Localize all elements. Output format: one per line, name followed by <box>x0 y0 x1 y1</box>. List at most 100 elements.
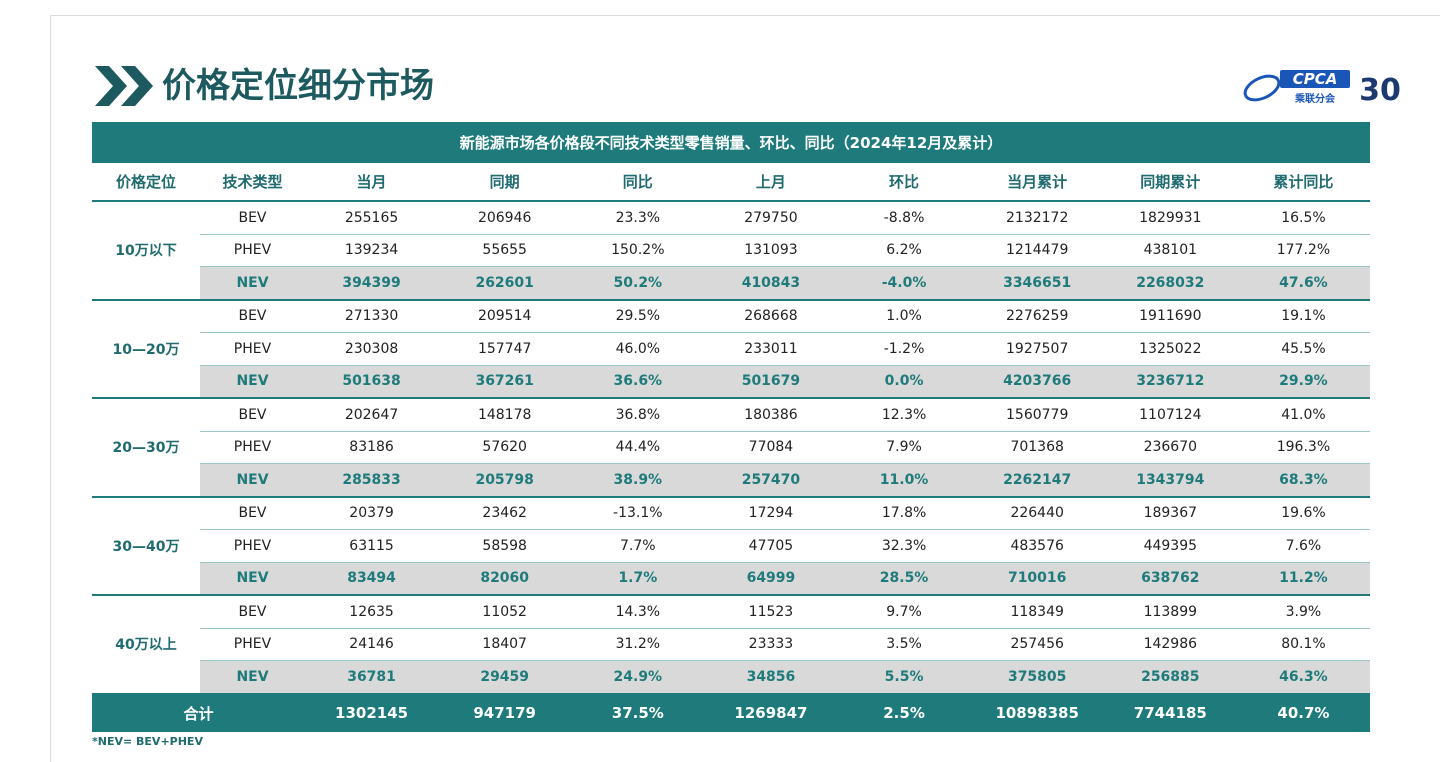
cell-value: -4.0% <box>837 266 971 301</box>
cell-value: 226440 <box>970 496 1104 530</box>
column-header: 环比 <box>837 163 971 202</box>
cell-value: 257470 <box>704 463 838 498</box>
anniversary: 30 <box>1359 73 1400 108</box>
table-row: NEV 83494 82060 1.7% 64999 28.5% 710016 638762 1… <box>92 562 1370 596</box>
cell-value: 1107124 <box>1103 398 1237 432</box>
cell-value: 46.3% <box>1236 660 1370 695</box>
total-value: 37.5% <box>571 693 705 732</box>
cell-value: 11523 <box>704 595 838 629</box>
cell-value: 7.6% <box>1236 529 1370 563</box>
cell-value: 4203766 <box>970 365 1104 399</box>
cell-value: 82060 <box>438 562 572 596</box>
cell-value: 24146 <box>305 628 439 661</box>
cell-value: 268668 <box>704 299 838 333</box>
table-row: NEV 285833 205798 38.9% 257470 11.0% 2262147 13… <box>92 463 1370 498</box>
cell-value: 1343794 <box>1103 463 1237 498</box>
cell-value: 34856 <box>704 660 838 695</box>
tech-type: NEV <box>200 562 305 596</box>
cell-value: 7.7% <box>571 529 705 563</box>
cell-value: 157747 <box>438 332 572 366</box>
cell-value: 118349 <box>970 595 1104 629</box>
total-value: 1302145 <box>305 693 439 732</box>
cell-value: 1911690 <box>1103 299 1237 333</box>
cell-value: 9.7% <box>837 595 971 629</box>
total-label: 合计 <box>92 693 305 732</box>
table-row: 20—30万 BEV 202647 148178 36.8% 180386 12.3% 156… <box>92 398 1370 498</box>
tech-type: NEV <box>200 660 305 695</box>
tech-type: PHEV <box>200 234 305 267</box>
cell-value: 46.0% <box>571 332 705 366</box>
cell-value: 3.5% <box>837 628 971 661</box>
cell-value: 189367 <box>1103 496 1237 530</box>
table-row: 40万以上 BEV 12635 11052 14.3% 11523 9.7% 118349 11… <box>92 595 1370 695</box>
table-row: PHEV 63115 58598 7.7% 47705 32.3% 483576 449395… <box>92 529 1370 563</box>
cell-value: 45.5% <box>1236 332 1370 366</box>
cell-value: 19.6% <box>1236 496 1370 530</box>
cell-value: 2262147 <box>970 463 1104 498</box>
cell-value: 24.9% <box>571 660 705 695</box>
cell-value: 17294 <box>704 496 838 530</box>
price-segment: 10万以下 <box>92 201 200 301</box>
total-value: 2.5% <box>837 693 971 732</box>
price-segment: 30—40万 <box>92 496 200 596</box>
cell-value: 236670 <box>1103 431 1237 464</box>
cell-value: 271330 <box>305 299 439 333</box>
cell-value: 41.0% <box>1236 398 1370 432</box>
column-header: 技术类型 <box>200 163 305 202</box>
cell-value: 394399 <box>305 266 439 301</box>
cell-value: 57620 <box>438 431 572 464</box>
header-row: 价格定位 技术类型 当月 同期 同比 上月 环比 当月累计 同期累计 累计同比 <box>92 163 1370 202</box>
cell-value: 150.2% <box>571 234 705 267</box>
cell-value: 11052 <box>438 595 572 629</box>
cell-value: 1927507 <box>970 332 1104 366</box>
tech-type: NEV <box>200 266 305 301</box>
cell-value: 11.0% <box>837 463 971 498</box>
cell-value: 1214479 <box>970 234 1104 267</box>
tech-type: PHEV <box>200 431 305 464</box>
tech-type: BEV <box>200 201 305 235</box>
cell-value: 206946 <box>438 201 572 235</box>
cell-value: 262601 <box>438 266 572 301</box>
column-header: 同期 <box>438 163 572 202</box>
cell-value: 12.3% <box>837 398 971 432</box>
cell-value: 142986 <box>1103 628 1237 661</box>
table-row: PHEV 230308 157747 46.0% 233011 -1.2% 1927507 1… <box>92 332 1370 366</box>
chevron-icon <box>95 66 153 106</box>
cell-value: 47705 <box>704 529 838 563</box>
cell-value: 5.5% <box>837 660 971 695</box>
cell-value: 3346651 <box>970 266 1104 301</box>
cell-value: 38.9% <box>571 463 705 498</box>
cell-value: -8.8% <box>837 201 971 235</box>
table-row: 10万以下 BEV 255165 206946 23.3% 279750 -8.8% 2132… <box>92 201 1370 301</box>
column-header: 同期累计 <box>1103 163 1237 202</box>
cell-value: 29459 <box>438 660 572 695</box>
cell-value: 410843 <box>704 266 838 301</box>
cell-value: 177.2% <box>1236 234 1370 267</box>
cell-value: 11.2% <box>1236 562 1370 596</box>
total-value: 1269847 <box>704 693 838 732</box>
cell-value: 233011 <box>704 332 838 366</box>
cell-value: 279750 <box>704 201 838 235</box>
cell-value: 7.9% <box>837 431 971 464</box>
cell-value: 148178 <box>438 398 572 432</box>
cell-value: 202647 <box>305 398 439 432</box>
tech-type: BEV <box>200 595 305 629</box>
cell-value: 50.2% <box>571 266 705 301</box>
cell-value: 36781 <box>305 660 439 695</box>
cell-value: 28.5% <box>837 562 971 596</box>
cell-value: 710016 <box>970 562 1104 596</box>
cell-value: 36.8% <box>571 398 705 432</box>
cell-value: 58598 <box>438 529 572 563</box>
table-row: PHEV 83186 57620 44.4% 77084 7.9% 701368 236670… <box>92 431 1370 464</box>
cell-value: 2132172 <box>970 201 1104 235</box>
cell-value: 255165 <box>305 201 439 235</box>
cell-value: 68.3% <box>1236 463 1370 498</box>
cell-value: 1560779 <box>970 398 1104 432</box>
cell-value: 19.1% <box>1236 299 1370 333</box>
data-table: 新能源市场各价格段不同技术类型零售销量、环比、同比（2024年12月及累计） 价格… <box>92 122 1370 732</box>
cell-value: 449395 <box>1103 529 1237 563</box>
cell-value: 12635 <box>305 595 439 629</box>
column-header: 累计同比 <box>1236 163 1370 202</box>
total-value: 7744185 <box>1103 693 1237 732</box>
